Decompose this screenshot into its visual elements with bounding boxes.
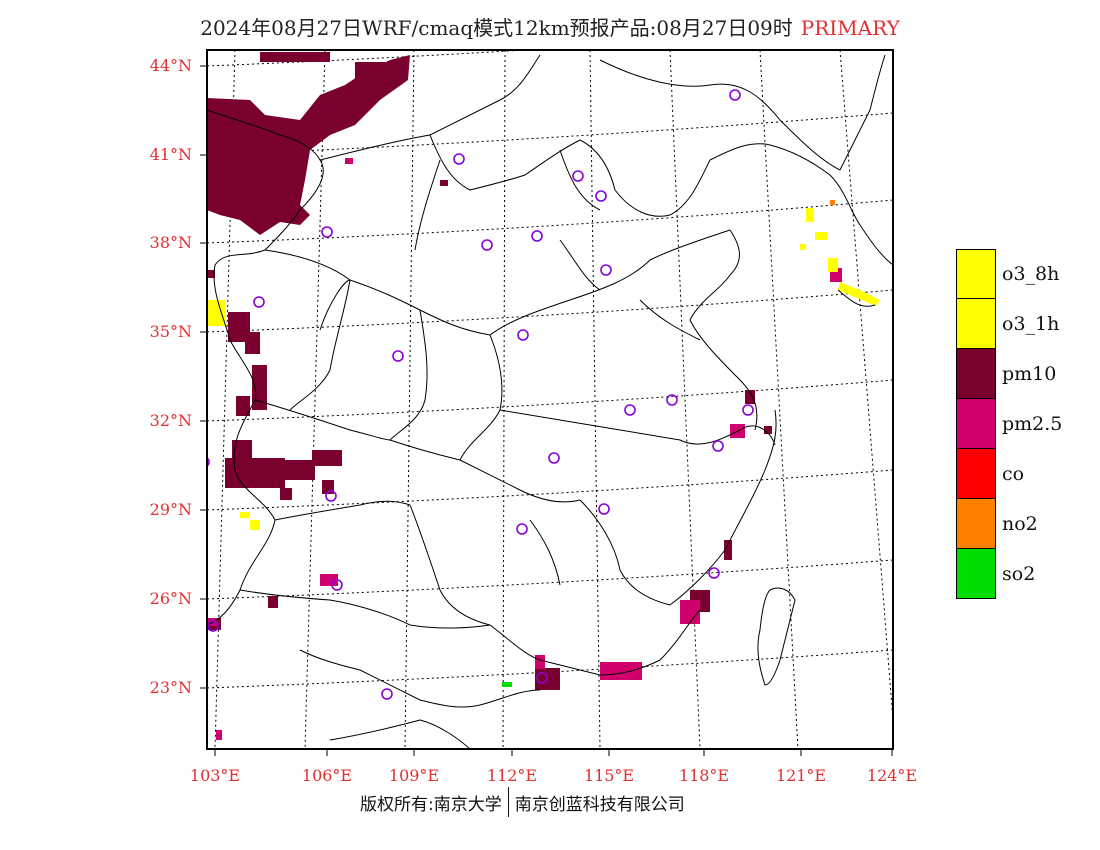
- legend: o3_8h o3_1h pm10 pm2.5 co no2 so2: [956, 249, 1062, 599]
- legend-swatch: [956, 349, 996, 399]
- lon-label-3: 112°E: [486, 766, 538, 785]
- legend-swatch: [956, 449, 996, 499]
- lat-label-7: 23°N: [149, 678, 192, 697]
- lon-label-6: 121°E: [775, 766, 827, 785]
- lat-label-3: 35°N: [149, 322, 192, 341]
- title-text: 2024年08月27日WRF/cmaq模式12km预报产品:08月27日09时: [200, 16, 793, 40]
- lon-label-4: 115°E: [583, 766, 635, 785]
- legend-swatch: [956, 299, 996, 349]
- o3-regions: [207, 208, 880, 530]
- lat-ticks: [200, 65, 207, 689]
- legend-item-o3-1h: o3_1h: [956, 299, 1059, 349]
- legend-item-pm25: pm2.5: [956, 399, 1062, 449]
- pm10-regions: [207, 52, 772, 690]
- legend-swatch: [956, 549, 996, 599]
- legend-item-pm10: pm10: [956, 349, 1056, 399]
- footer-divider: [507, 787, 509, 817]
- legend-swatch: [956, 249, 996, 299]
- lat-label-1: 41°N: [149, 145, 192, 164]
- legend-label: no2: [1002, 513, 1038, 535]
- legend-label: co: [1002, 463, 1025, 485]
- no2-dot: [830, 200, 835, 205]
- lat-label-0: 44°N: [149, 56, 192, 75]
- legend-label: so2: [1002, 563, 1036, 585]
- graticule-meridians: [214, 50, 893, 749]
- legend-label: o3_8h: [1002, 263, 1060, 285]
- map-title: 2024年08月27日WRF/cmaq模式12km预报产品:08月27日09时 P…: [0, 12, 1100, 41]
- lon-label-1: 106°E: [301, 766, 353, 785]
- lat-label-6: 26°N: [149, 589, 192, 608]
- lon-label-7: 124°E: [866, 766, 918, 785]
- legend-swatch: [956, 499, 996, 549]
- lon-label-5: 118°E: [678, 766, 730, 785]
- copyright-footer: 版权所有:南京大学 南京创蓝科技有限公司: [360, 787, 685, 820]
- legend-item-so2: so2: [956, 549, 1035, 599]
- legend-swatch: [956, 399, 996, 449]
- footer-left: 版权所有:南京大学: [360, 795, 502, 815]
- lat-label-2: 38°N: [149, 233, 192, 252]
- pm25-regions: [207, 158, 842, 740]
- footer-right: 南京创蓝科技有限公司: [514, 795, 685, 815]
- lat-label-4: 32°N: [149, 411, 192, 430]
- lon-ticks: [214, 749, 893, 756]
- legend-item-o3-8h: o3_8h: [956, 249, 1059, 299]
- legend-item-co: co: [956, 449, 1024, 499]
- lon-label-0: 103°E: [189, 766, 241, 785]
- station-markers: [207, 89, 754, 700]
- legend-item-no2: no2: [956, 499, 1038, 549]
- so2-dot: [502, 682, 512, 687]
- lat-label-5: 29°N: [149, 500, 192, 519]
- legend-label: pm10: [1002, 363, 1057, 385]
- lon-label-2: 109°E: [388, 766, 440, 785]
- legend-label: o3_1h: [1002, 313, 1060, 335]
- map-frame: [206, 49, 894, 750]
- boundaries: [207, 54, 893, 749]
- legend-label: pm2.5: [1002, 413, 1063, 435]
- primary-tag: PRIMARY: [800, 16, 900, 40]
